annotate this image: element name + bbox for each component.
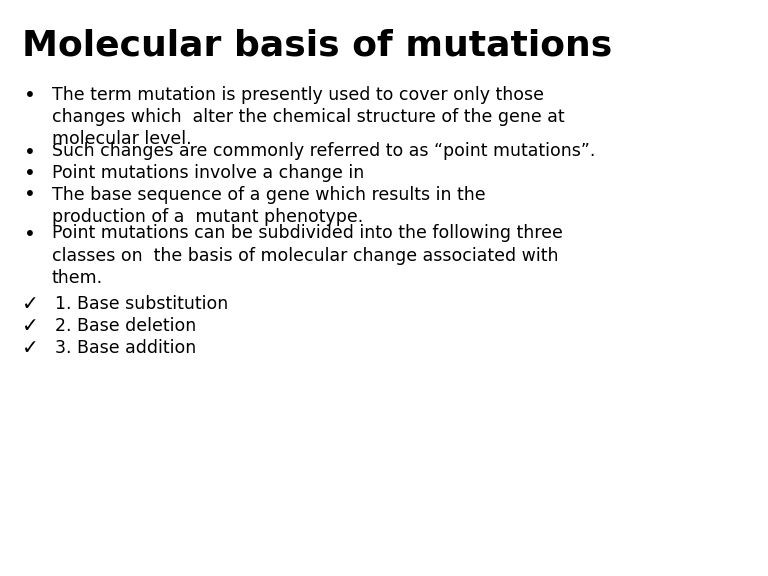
Text: •: • (24, 86, 36, 105)
Text: Point mutations can be subdivided into the following three
classes on  the basis: Point mutations can be subdivided into t… (52, 225, 563, 287)
Text: Molecular basis of mutations: Molecular basis of mutations (22, 28, 612, 62)
Text: The term mutation is presently used to cover only those
changes which  alter the: The term mutation is presently used to c… (52, 86, 564, 149)
Text: 1. Base substitution: 1. Base substitution (55, 295, 228, 313)
Text: Point mutations involve a change in: Point mutations involve a change in (52, 164, 364, 182)
Text: •: • (24, 164, 36, 183)
Text: Such changes are commonly referred to as “point mutations”.: Such changes are commonly referred to as… (52, 142, 595, 161)
Text: 2. Base deletion: 2. Base deletion (55, 317, 197, 335)
Text: •: • (24, 185, 36, 204)
Text: ✓: ✓ (22, 339, 38, 358)
Text: ✓: ✓ (22, 295, 38, 314)
Text: •: • (24, 142, 36, 161)
Text: The base sequence of a gene which results in the
production of a  mutant phenoty: The base sequence of a gene which result… (52, 185, 485, 226)
Text: ✓: ✓ (22, 317, 38, 336)
Text: •: • (24, 225, 36, 244)
Text: 3. Base addition: 3. Base addition (55, 339, 197, 357)
